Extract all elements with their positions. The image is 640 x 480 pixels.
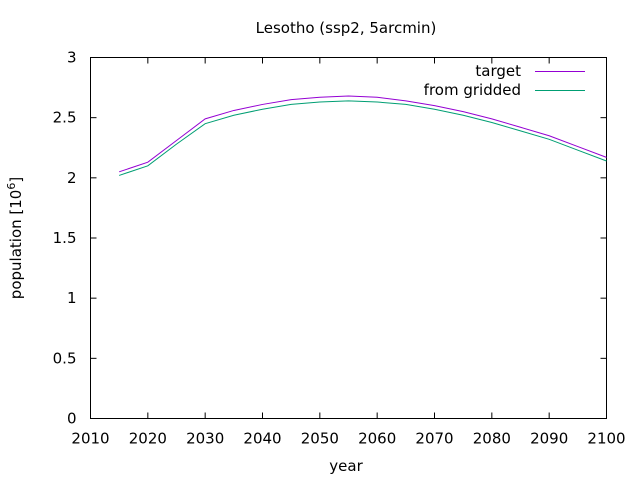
x-tick-label: 2100 (587, 430, 625, 448)
y-axis: 0 0.5 1 1.5 2 2.5 3 (53, 49, 607, 428)
chart-title: Lesotho (ssp2, 5arcmin) (256, 19, 437, 37)
x-tick-label: 2090 (530, 430, 568, 448)
x-tick-label: 2030 (186, 430, 224, 448)
y-axis-title-main: population [10 (7, 190, 25, 300)
y-tick-label: 2.5 (53, 109, 77, 127)
x-axis: 2010 2020 2030 2040 2050 2060 2070 2080 2090 2100 (71, 57, 626, 448)
y-axis-title-suffix: ] (7, 177, 25, 183)
y-tick-label: 1.5 (53, 229, 77, 247)
series-line-target (119, 95, 607, 173)
x-tick-label: 2070 (415, 430, 453, 448)
legend: target from gridded (424, 62, 585, 99)
x-tick-label: 2010 (71, 430, 109, 448)
y-axis-title-superscript: 6 (5, 183, 18, 190)
series-lines (119, 95, 607, 176)
y-tick-label: 1 (67, 289, 77, 307)
series-line-from-gridded (119, 100, 607, 176)
y-tick-label: 3 (67, 49, 77, 67)
legend-label-from-gridded: from gridded (424, 81, 521, 99)
y-tick-label: 0 (67, 410, 77, 428)
x-tick-label: 2020 (129, 430, 167, 448)
plot-border (90, 57, 607, 419)
y-axis-title: population [106] (5, 177, 25, 299)
x-tick-label: 2060 (358, 430, 396, 448)
y-tick-label: 2 (67, 169, 77, 187)
x-tick-label: 2050 (301, 430, 339, 448)
x-tick-label: 2080 (473, 430, 511, 448)
x-tick-label: 2040 (243, 430, 281, 448)
y-tick-label: 0.5 (53, 349, 77, 367)
legend-label-target: target (475, 62, 521, 80)
x-axis-title: year (329, 457, 363, 475)
